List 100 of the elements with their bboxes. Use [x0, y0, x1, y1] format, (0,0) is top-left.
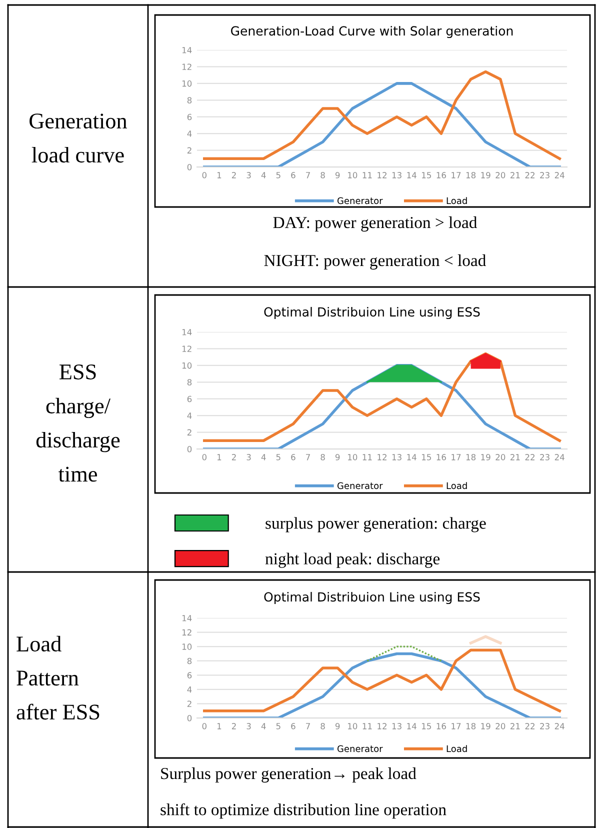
legend-label: Generator	[337, 745, 383, 752]
x-tick-label: 16	[436, 723, 446, 730]
x-tick-label: 22	[525, 454, 534, 460]
x-tick-label: 6	[291, 723, 296, 730]
x-tick-label: 2	[232, 454, 236, 460]
x-tick-label: 17	[452, 172, 461, 178]
x-tick-label: 9	[335, 172, 340, 178]
x-tick-label: 13	[392, 172, 402, 178]
y-tick-label: 12	[182, 346, 192, 352]
x-tick-label: 1	[217, 172, 222, 178]
x-tick-label: 4	[261, 454, 266, 460]
x-tick-label: 16	[436, 172, 446, 178]
x-tick-label: 24	[554, 172, 564, 178]
x-tick-label: 11	[362, 454, 372, 460]
x-tick-label: 12	[378, 454, 386, 460]
x-tick-label: 16	[436, 454, 446, 460]
x-tick-label: 2	[232, 723, 236, 730]
y-tick-label: 14	[182, 47, 192, 54]
x-tick-label: 18	[466, 454, 476, 460]
x-tick-label: 10	[348, 172, 358, 178]
legend-label: Load	[446, 482, 467, 490]
y-tick-label: 2	[187, 700, 192, 707]
x-tick-label: 4	[261, 723, 266, 730]
text: DAY: power generation > load	[273, 216, 478, 232]
x-tick-label: 3	[246, 454, 251, 460]
y-tick-label: 8	[187, 379, 192, 386]
x-tick-label: 5	[276, 454, 280, 460]
y-tick-label: 10	[182, 362, 192, 369]
x-tick-label: 6	[291, 172, 296, 178]
y-tick-label: 8	[187, 658, 192, 664]
x-tick-label: 3	[246, 723, 251, 730]
x-tick-label: 1	[217, 454, 222, 460]
x-tick-label: 20	[496, 172, 506, 178]
x-tick-label: 8	[320, 723, 325, 730]
x-tick-label: 19	[481, 172, 490, 178]
y-tick-label: 8	[187, 97, 192, 104]
x-tick-label: 22	[525, 723, 534, 730]
x-tick-label: 13	[392, 723, 402, 730]
y-tick-label: 0	[187, 446, 192, 452]
y-tick-label: 10	[182, 644, 192, 650]
x-tick-label: 11	[362, 172, 372, 178]
x-tick-label: 0	[202, 723, 206, 730]
x-tick-label: 10	[348, 454, 358, 460]
y-tick-label: 0	[187, 714, 192, 722]
x-tick-label: 20	[496, 454, 506, 460]
text: Load Pattern after ESS	[16, 636, 100, 720]
x-tick-label: 15	[422, 723, 431, 730]
x-tick-label: 11	[362, 723, 372, 730]
x-tick-label: 7	[306, 723, 310, 730]
chart-title: Generation-Load Curve with Solar generation	[231, 26, 513, 38]
x-tick-label: 19	[481, 723, 490, 730]
y-tick-label: 2	[187, 429, 192, 436]
y-tick-label: 14	[182, 615, 192, 622]
x-tick-label: 12	[378, 723, 386, 730]
x-tick-label: 18	[466, 172, 476, 178]
x-tick-label: 13	[392, 454, 402, 460]
x-tick-label: 21	[510, 454, 520, 460]
text: NIGHT: power generation < load	[264, 254, 486, 270]
x-tick-label: 17	[452, 454, 461, 460]
text: Surplus power generation→ peak load	[161, 767, 416, 783]
y-tick-label: 4	[187, 412, 192, 419]
y-tick-label: 12	[182, 64, 192, 70]
y-tick-label: 4	[187, 686, 192, 693]
x-tick-label: 7	[306, 454, 310, 460]
x-tick-label: 10	[348, 723, 358, 730]
x-tick-label: 6	[291, 454, 296, 460]
chart-title: Optimal Distribuion Line using ESS	[264, 306, 480, 320]
x-tick-label: 2	[232, 172, 236, 178]
y-tick-label: 4	[187, 130, 192, 137]
legend-label: Load	[446, 745, 467, 752]
y-tick-label: 0	[187, 164, 192, 170]
x-tick-label: 24	[554, 454, 564, 460]
x-tick-label: 18	[466, 723, 476, 730]
x-tick-label: 4	[261, 172, 266, 178]
text: shift to optimize distribution line operation	[160, 803, 446, 819]
x-tick-label: 24	[554, 723, 564, 730]
x-tick-label: 1	[217, 723, 222, 730]
x-tick-label: 7	[306, 172, 310, 178]
x-tick-label: 8	[320, 172, 325, 178]
y-tick-label: 14	[182, 329, 192, 336]
x-tick-label: 21	[510, 172, 520, 178]
x-tick-label: 20	[496, 723, 506, 730]
x-tick-label: 23	[540, 723, 550, 730]
x-tick-label: 15	[422, 454, 431, 460]
y-tick-label: 6	[187, 396, 192, 402]
line-series	[203, 82, 561, 167]
y-tick-label: 10	[182, 80, 192, 87]
x-tick-label: 3	[246, 172, 251, 178]
legend-label: surplus power generation: charge	[266, 517, 486, 532]
x-tick-label: 9	[335, 454, 340, 460]
legend-label: Load	[446, 197, 467, 204]
x-tick-label: 14	[407, 454, 416, 460]
x-tick-label: 5	[276, 723, 280, 730]
x-tick-label: 14	[407, 172, 416, 178]
x-tick-label: 9	[335, 723, 340, 730]
line-series	[203, 352, 561, 442]
legend-label: night load peak: discharge	[265, 552, 440, 568]
line-series	[203, 70, 561, 160]
x-tick-label: 8	[320, 454, 325, 460]
x-tick-label: 0	[202, 454, 206, 460]
